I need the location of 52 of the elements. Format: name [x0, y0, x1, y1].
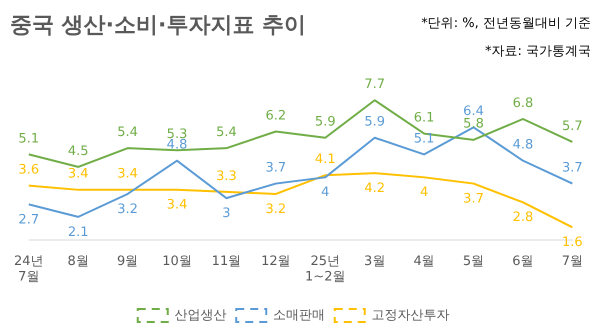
data-label: 2.7 — [18, 212, 40, 228]
data-label: 5.8 — [463, 116, 484, 132]
text: *자료: 국가통계국 — [484, 43, 591, 61]
x-tick-label: 3월 — [364, 254, 386, 269]
data-label: 5.1 — [18, 131, 40, 146]
data-label: 6.8 — [512, 96, 534, 111]
data-label: 5.9 — [364, 114, 386, 130]
data-label: 3.4 — [68, 166, 89, 182]
x-tick-label: 24년 7월 — [14, 254, 44, 285]
x-tick-label: 5월 — [462, 254, 484, 269]
data-label: 5.9 — [314, 114, 336, 130]
legend-label: 고정자산투자 — [371, 308, 450, 323]
legend-label: 산업생산 — [174, 308, 226, 323]
data-label: 2.1 — [68, 224, 89, 240]
data-label: 3.7 — [266, 160, 286, 176]
text: *단위: %, 전년동월대비 기준 — [421, 15, 591, 33]
data-label: 4 — [420, 185, 428, 200]
legend-label: 소매판매 — [272, 308, 325, 323]
data-label: 6.4 — [463, 104, 484, 120]
chart-title: 중국 생산·소비·투자지표 추이 — [10, 12, 306, 40]
x-tick-label: 6월 — [512, 254, 534, 269]
data-label: 4 — [321, 185, 330, 200]
data-label: 5.7 — [562, 118, 583, 134]
data-label: 6.2 — [266, 108, 286, 124]
data-label: 3.2 — [117, 202, 138, 217]
data-label: 5.1 — [414, 131, 434, 146]
data-label: 1.6 — [562, 235, 583, 250]
data-label: 4.8 — [512, 138, 534, 153]
data-label: 3.4 — [166, 198, 188, 213]
x-tick-label: 9월 — [116, 254, 138, 269]
data-label: 6.1 — [414, 110, 434, 126]
data-label: 3.2 — [266, 202, 286, 217]
data-label: 3.3 — [216, 168, 237, 184]
x-tick-label: 4월 — [413, 254, 435, 269]
x-tick-label: 8월 — [68, 254, 89, 269]
data-label: 3.7 — [463, 191, 484, 206]
data-label: 4.1 — [314, 152, 336, 168]
data-label: 3.6 — [18, 162, 40, 178]
data-label: 3.7 — [562, 160, 583, 176]
data-label: 2.8 — [512, 210, 534, 226]
x-tick-label: 7월 — [562, 254, 584, 269]
data-label: 3.4 — [117, 166, 138, 182]
x-tick-label: 25년 1~2월 — [305, 254, 346, 285]
data-label: 7.7 — [364, 77, 386, 92]
x-tick-label: 12월 — [261, 254, 291, 269]
data-label: 4.2 — [364, 181, 386, 196]
data-label: 5.4 — [117, 125, 138, 140]
data-label: 3 — [222, 206, 231, 222]
x-tick-label: 11월 — [212, 254, 242, 269]
x-tick-label: 10월 — [162, 254, 192, 269]
data-label: 5.4 — [216, 125, 237, 140]
data-label: 4.5 — [68, 144, 89, 159]
